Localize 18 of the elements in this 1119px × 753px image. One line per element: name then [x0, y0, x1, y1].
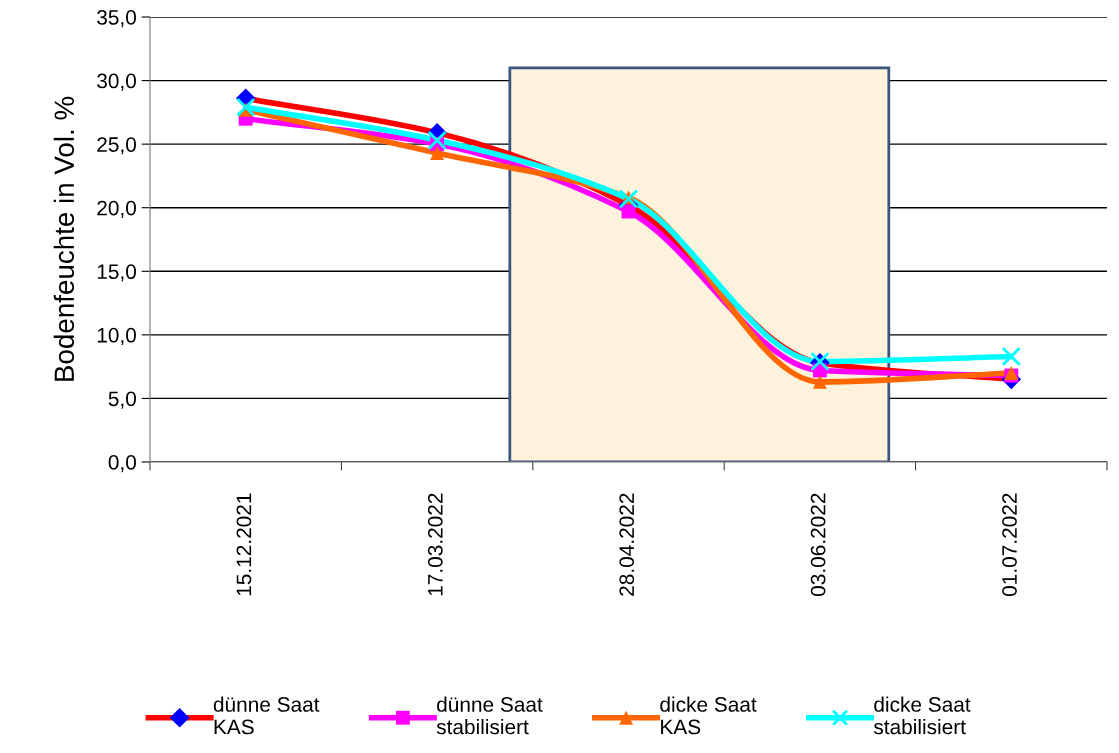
- y-tick-label: 5,0: [108, 391, 136, 409]
- x-tick-label: 01.07.2022: [1002, 493, 1017, 596]
- y-tick-label: 10,0: [97, 327, 136, 346]
- y-tick-label: 25,0: [97, 137, 136, 155]
- x-tick-label: 15.12.2021: [236, 493, 252, 596]
- x-tick-label: 17.03.2022: [427, 493, 443, 596]
- y-tick-label: 35,0: [97, 10, 136, 28]
- legend-label: dünne Saat stabilisiert: [436, 696, 543, 735]
- legend-label: dünne Saat KAS: [213, 696, 320, 735]
- x-tick-label: 03.06.2022: [810, 493, 826, 596]
- legend-label: dicke Saat stabilisiert: [873, 696, 971, 735]
- y-tick-label: 0,0: [108, 455, 136, 473]
- y-tick-label: 15,0: [97, 264, 136, 282]
- y-tick-label: 30,0: [97, 73, 136, 91]
- x-tick-label: 28.04.2022: [619, 493, 635, 596]
- y-tick-label: 20,0: [97, 200, 136, 218]
- y-axis-title: Bodenfeuchte in Vol. %: [53, 96, 75, 381]
- legend-label: dicke Saat KAS: [660, 696, 757, 735]
